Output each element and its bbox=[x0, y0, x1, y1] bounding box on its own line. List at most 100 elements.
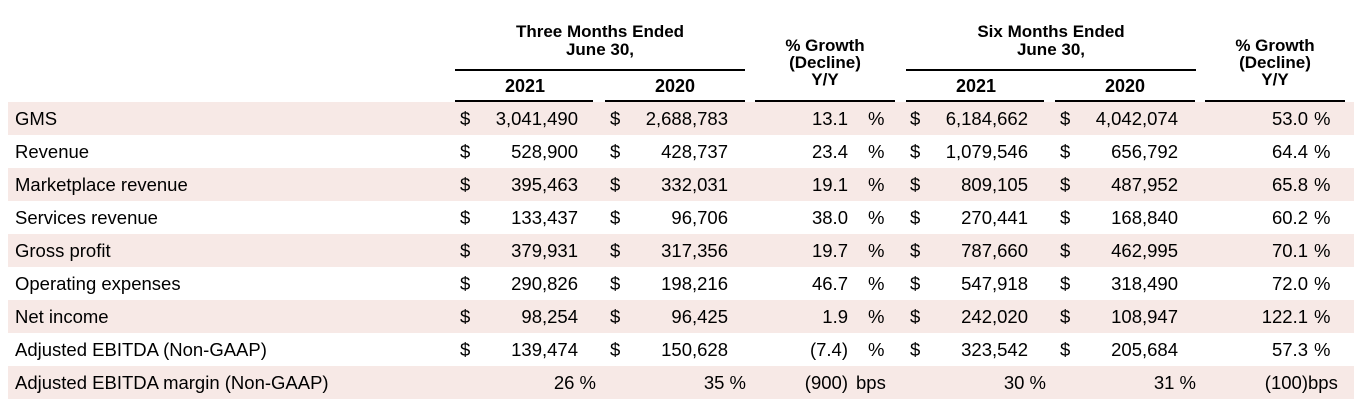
six-months-2020-value: 318,490 bbox=[1111, 273, 1178, 294]
six-months-2020-currency: $ bbox=[1060, 207, 1071, 228]
three-months-2020-currency: $ bbox=[610, 273, 621, 294]
six-months-2021-value: 547,918 bbox=[961, 273, 1028, 294]
six-months-2021-currency: $ bbox=[910, 108, 921, 129]
table-row: Adjusted EBITDA margin (Non-GAAP) 26 % 35 … bbox=[8, 366, 1354, 399]
growth-6m-value: 64.4 bbox=[1271, 141, 1308, 162]
table-row: Operating expenses $290,826 $198,216 46.7% $… bbox=[8, 267, 1354, 300]
growth-6m-unit: % bbox=[1314, 141, 1331, 162]
six-months-2021-value: 787,660 bbox=[961, 240, 1028, 261]
growth-3m-value: 19.7 bbox=[811, 240, 848, 261]
six-months-2021-currency: $ bbox=[910, 174, 921, 195]
three-months-2021-value: 26 % bbox=[553, 372, 596, 393]
growth-6m-unit: % bbox=[1314, 306, 1331, 327]
three-months-2020-currency: $ bbox=[610, 108, 621, 129]
growth-3m-unit: % bbox=[868, 339, 885, 360]
three-months-2020-value: 2,688,783 bbox=[645, 108, 728, 129]
header-bottom-rule-3m-2020 bbox=[605, 100, 745, 102]
six-months-2021-currency: $ bbox=[910, 306, 921, 327]
six-months-2020-value: 108,947 bbox=[1111, 306, 1178, 327]
six-months-2020-value: 487,952 bbox=[1111, 174, 1178, 195]
six-months-2021-currency: $ bbox=[910, 339, 921, 360]
six-months-2021-currency: $ bbox=[910, 207, 921, 228]
header-year-6m-2020: 2020 bbox=[1104, 76, 1146, 96]
growth-6m-unit: % bbox=[1314, 174, 1331, 195]
table-row: Net income $98,254 $96,425 1.9% $242,020 $108… bbox=[8, 300, 1354, 333]
six-months-2020-currency: $ bbox=[1060, 141, 1071, 162]
row-label: Gross profit bbox=[15, 240, 111, 261]
growth-6m-unit: % bbox=[1314, 339, 1331, 360]
three-months-2021-currency: $ bbox=[460, 339, 471, 360]
six-months-2020-currency: $ bbox=[1060, 108, 1071, 129]
six-months-2021-value: 30 % bbox=[1003, 372, 1046, 393]
three-months-2021-currency: $ bbox=[460, 240, 471, 261]
three-months-2021-value: 290,826 bbox=[511, 273, 578, 294]
header-year-6m-2021: 2021 bbox=[955, 76, 997, 96]
six-months-2021-value: 323,542 bbox=[961, 339, 1028, 360]
three-months-2021-currency: $ bbox=[460, 207, 471, 228]
header-bottom-rule-3m-2021 bbox=[455, 100, 593, 102]
six-months-2021-value: 242,020 bbox=[961, 306, 1028, 327]
six-months-2020-value: 462,995 bbox=[1111, 240, 1178, 261]
row-label: GMS bbox=[15, 108, 58, 129]
growth-3m-unit: % bbox=[868, 240, 885, 261]
growth-6m-value: 53.0 bbox=[1271, 108, 1308, 129]
growth-3m-unit: % bbox=[868, 174, 885, 195]
growth-6m-value: 60.2 bbox=[1271, 207, 1308, 228]
three-months-2021-value: 528,900 bbox=[511, 141, 578, 162]
growth-6m-value: (100) bbox=[1264, 372, 1308, 393]
header-growth-3m: % Growth (Decline) Y/Y bbox=[785, 36, 865, 89]
header-rule-three-months bbox=[455, 69, 745, 71]
three-months-2020-value: 96,425 bbox=[671, 306, 728, 327]
table-row: GMS $3,041,490 $2,688,783 13.1% $6,184,662 $4… bbox=[8, 102, 1354, 135]
six-months-2021-value: 809,105 bbox=[961, 174, 1028, 195]
three-months-2021-currency: $ bbox=[460, 108, 471, 129]
growth-6m-value: 72.0 bbox=[1271, 273, 1308, 294]
table-row: Revenue $528,900 $428,737 23.4% $1,079,546 $6… bbox=[8, 135, 1354, 168]
header-bottom-rule-6m-2020 bbox=[1055, 100, 1195, 102]
header-bottom-rule-6m-2021 bbox=[906, 100, 1044, 102]
three-months-2021-value: 133,437 bbox=[511, 207, 578, 228]
six-months-2021-currency: $ bbox=[910, 273, 921, 294]
growth-6m-value: 70.1 bbox=[1271, 240, 1308, 261]
header-six-months: Six Months Ended June 30, bbox=[977, 22, 1125, 59]
three-months-2020-currency: $ bbox=[610, 306, 621, 327]
header-bottom-rule-growth-6m bbox=[1205, 100, 1345, 102]
table-row: Adjusted EBITDA (Non-GAAP) $139,474 $150,6… bbox=[8, 333, 1354, 366]
six-months-2020-value: 168,840 bbox=[1111, 207, 1178, 228]
three-months-2020-currency: $ bbox=[610, 174, 621, 195]
six-months-2021-value: 270,441 bbox=[961, 207, 1028, 228]
six-months-2020-value: 4,042,074 bbox=[1095, 108, 1178, 129]
six-months-2020-currency: $ bbox=[1060, 174, 1071, 195]
three-months-2021-currency: $ bbox=[460, 174, 471, 195]
growth-3m-value: 13.1 bbox=[811, 108, 848, 129]
row-label: Revenue bbox=[15, 141, 90, 162]
three-months-2021-currency: $ bbox=[460, 273, 471, 294]
growth-6m-value: 122.1 bbox=[1261, 306, 1308, 327]
three-months-2020-currency: $ bbox=[610, 141, 621, 162]
table-row: Marketplace revenue $395,463 $332,031 19.1%… bbox=[8, 168, 1354, 201]
row-label: Operating expenses bbox=[15, 273, 181, 294]
three-months-2021-value: 3,041,490 bbox=[495, 108, 578, 129]
three-months-2020-value: 150,628 bbox=[661, 339, 728, 360]
growth-3m-value: 23.4 bbox=[811, 141, 848, 162]
growth-3m-unit: bps bbox=[856, 372, 886, 393]
growth-6m-unit: % bbox=[1314, 207, 1331, 228]
growth-3m-unit: % bbox=[868, 141, 885, 162]
three-months-2020-currency: $ bbox=[610, 240, 621, 261]
growth-6m-unit: % bbox=[1314, 240, 1331, 261]
six-months-2021-value: 6,184,662 bbox=[945, 108, 1028, 129]
growth-3m-unit: % bbox=[868, 207, 885, 228]
six-months-2021-currency: $ bbox=[910, 141, 921, 162]
three-months-2021-currency: $ bbox=[460, 306, 471, 327]
growth-6m-unit: % bbox=[1314, 273, 1331, 294]
growth-3m-value: (900) bbox=[804, 372, 848, 393]
row-label: Marketplace revenue bbox=[15, 174, 188, 195]
growth-6m-unit: bps bbox=[1308, 372, 1338, 393]
growth-6m-value: 57.3 bbox=[1271, 339, 1308, 360]
three-months-2020-value: 198,216 bbox=[661, 273, 728, 294]
header-three-months: Three Months Ended June 30, bbox=[515, 22, 685, 59]
three-months-2021-value: 379,931 bbox=[511, 240, 578, 261]
row-label: Adjusted EBITDA margin (Non-GAAP) bbox=[15, 372, 329, 393]
growth-3m-value: 46.7 bbox=[811, 273, 848, 294]
growth-3m-value: 19.1 bbox=[811, 174, 848, 195]
